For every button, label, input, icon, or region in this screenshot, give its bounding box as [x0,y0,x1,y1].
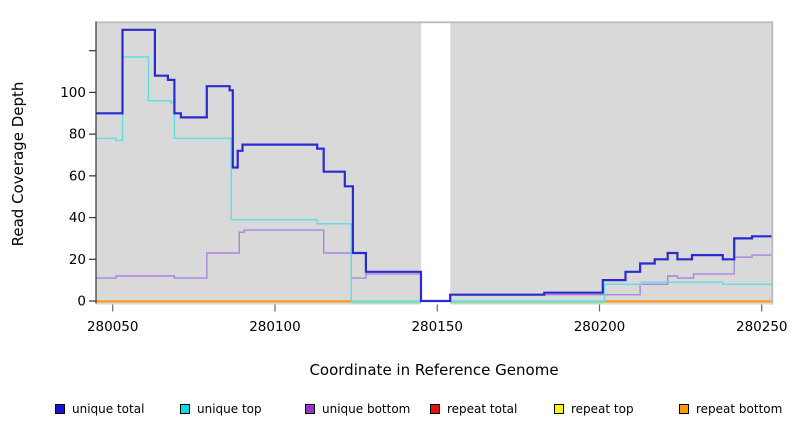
x-axis-tick-label: 280200 [574,319,626,335]
y-axis-tick-label: 80 [69,127,86,143]
legend-item-unique-bottom: unique bottom [305,401,410,417]
x-axis-tick-label: 280100 [249,319,301,335]
x-axis-tick-label: 280050 [87,319,139,335]
legend-label: unique top [197,402,262,416]
legend-item-repeat-total: repeat total [430,401,517,417]
legend-item-unique-total: unique total [55,401,144,417]
x-axis-title: Coordinate in Reference Genome [309,361,559,379]
legend-swatch-unique-bottom [305,404,315,414]
x-axis-tick-label: 280150 [411,319,463,335]
legend-swatch-repeat-bottom [679,404,689,414]
y-axis-tick-label: 20 [69,252,86,268]
y-axis-tick-label: 60 [69,168,86,184]
legend-item-unique-top: unique top [180,401,262,417]
x-axis-tick-label: 280250 [736,319,788,335]
legend-swatch-repeat-total [430,404,440,414]
legend-label: repeat total [447,402,518,416]
legend-label: repeat bottom [696,402,783,416]
no-data-gap [421,23,451,305]
series-line-unique-bottom [96,229,772,302]
y-axis-tick-label: 40 [69,210,86,226]
series-line-unique-total [96,28,772,303]
y-axis-tick-label: 0 [77,294,86,310]
y-axis-tick-label: 100 [60,85,86,101]
coverage-plot-svg: 0 20 40 60 80 100 280050 280100 280150 280200 2802… [60,21,788,335]
legend-label: repeat top [571,402,634,416]
y-axis-title: Read Coverage Depth [9,81,27,247]
legend-swatch-unique-top [180,404,190,414]
legend-swatch-unique-total [55,404,65,414]
legend-label: unique bottom [322,402,411,416]
legend-swatch-repeat-top [554,404,564,414]
legend-item-repeat-top: repeat top [554,401,634,417]
legend-item-repeat-bottom: repeat bottom [679,401,782,417]
legend: unique total unique top unique bottom repea… [0,401,792,421]
legend-label: unique total [72,402,145,416]
